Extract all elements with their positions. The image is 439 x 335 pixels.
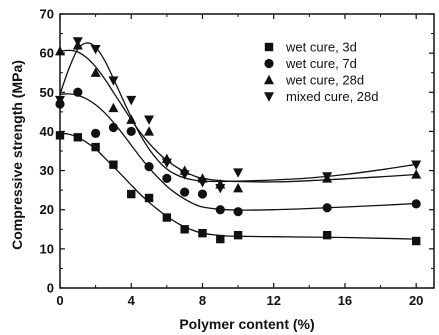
axes: 0 4 8 12 16 20 0 10 20 30 40 50 60 70 [40, 7, 435, 308]
legend-label-1: wet cure, 7d [285, 56, 357, 71]
fit-curve-series-1 [59, 93, 417, 211]
data-point-series-1 [73, 87, 83, 97]
data-point-series-1 [411, 199, 421, 209]
data-point-series-1 [91, 128, 101, 138]
data-point-series-1 [233, 207, 243, 217]
legend-marker-1 [264, 58, 274, 69]
legend-marker-3 [264, 92, 274, 102]
y-tick-label: 10 [40, 241, 54, 256]
data-point-series-3 [108, 76, 119, 86]
y-tick-label: 60 [40, 46, 54, 61]
data-point-series-3 [72, 37, 83, 47]
data-point-series-2 [233, 182, 244, 193]
data-point-series-3 [411, 160, 422, 170]
data-point-series-0 [216, 234, 225, 244]
data-point-series-3 [126, 95, 137, 106]
data-point-series-0 [91, 142, 100, 152]
x-axis-title: Polymer content (%) [179, 316, 314, 332]
legend-marker-0 [264, 42, 274, 52]
data-point-series-3 [179, 170, 190, 180]
data-point-series-3 [322, 172, 333, 182]
x-tick-label: 4 [128, 293, 136, 308]
data-point-series-2 [411, 169, 422, 179]
y-tick-label: 40 [40, 124, 54, 139]
y-tick-label: 50 [40, 85, 54, 100]
data-point-series-0 [162, 213, 172, 222]
data-point-series-1 [322, 203, 332, 213]
data-point-series-0 [144, 193, 154, 203]
y-tick-label: 30 [40, 163, 54, 178]
legend-label-0: wet cure, 3d [285, 40, 357, 55]
data-point-series-0 [411, 236, 421, 246]
y-tick-label: 70 [40, 7, 54, 22]
data-point-series-1 [215, 205, 225, 215]
data-point-series-1 [197, 189, 208, 199]
fit-curve-series-2 [59, 49, 417, 183]
x-tick-label: 20 [409, 293, 423, 308]
legend-label-2: wet cure, 28d [285, 73, 364, 88]
data-point-series-2 [144, 126, 155, 136]
data-point-series-0 [180, 225, 189, 234]
data-point-series-1 [180, 187, 190, 197]
data-point-series-0 [198, 229, 207, 238]
data-point-series-0 [127, 189, 136, 199]
x-tick-label: 12 [266, 293, 280, 308]
data-point-series-3 [233, 168, 244, 178]
data-point-series-2 [126, 114, 137, 124]
data-point-series-0 [109, 160, 118, 169]
data-point-series-2 [90, 67, 101, 77]
y-axis-title: Compressive strength (MPa) [9, 60, 25, 250]
data-point-series-3 [215, 183, 226, 194]
data-point-series-1 [144, 162, 154, 172]
x-tick-label: 0 [56, 293, 63, 308]
data-point-series-2 [108, 102, 119, 113]
y-tick-label: 20 [40, 202, 54, 217]
plot-frame [59, 13, 435, 289]
data-point-series-0 [233, 230, 243, 240]
data-point-series-1 [108, 122, 119, 133]
legend-marker-2 [264, 74, 274, 85]
legend-label-3: mixed cure, 28d [286, 89, 379, 104]
data-point-series-1 [126, 126, 136, 137]
data-point-series-0 [322, 230, 332, 240]
data-point-series-3 [161, 158, 172, 168]
data-markers [55, 37, 422, 246]
data-point-series-1 [162, 173, 172, 183]
data-point-series-3 [144, 115, 155, 125]
x-tick-label: 16 [338, 293, 352, 308]
data-point-series-0 [73, 133, 83, 142]
x-tick-label: 8 [199, 293, 206, 308]
data-point-series-3 [90, 45, 101, 55]
y-tick-label: 0 [47, 281, 54, 296]
data-point-series-3 [197, 178, 208, 188]
